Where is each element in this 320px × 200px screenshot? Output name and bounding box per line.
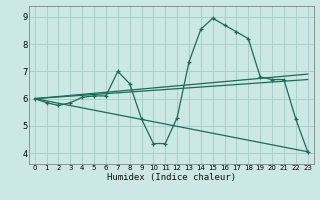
X-axis label: Humidex (Indice chaleur): Humidex (Indice chaleur) [107,173,236,182]
